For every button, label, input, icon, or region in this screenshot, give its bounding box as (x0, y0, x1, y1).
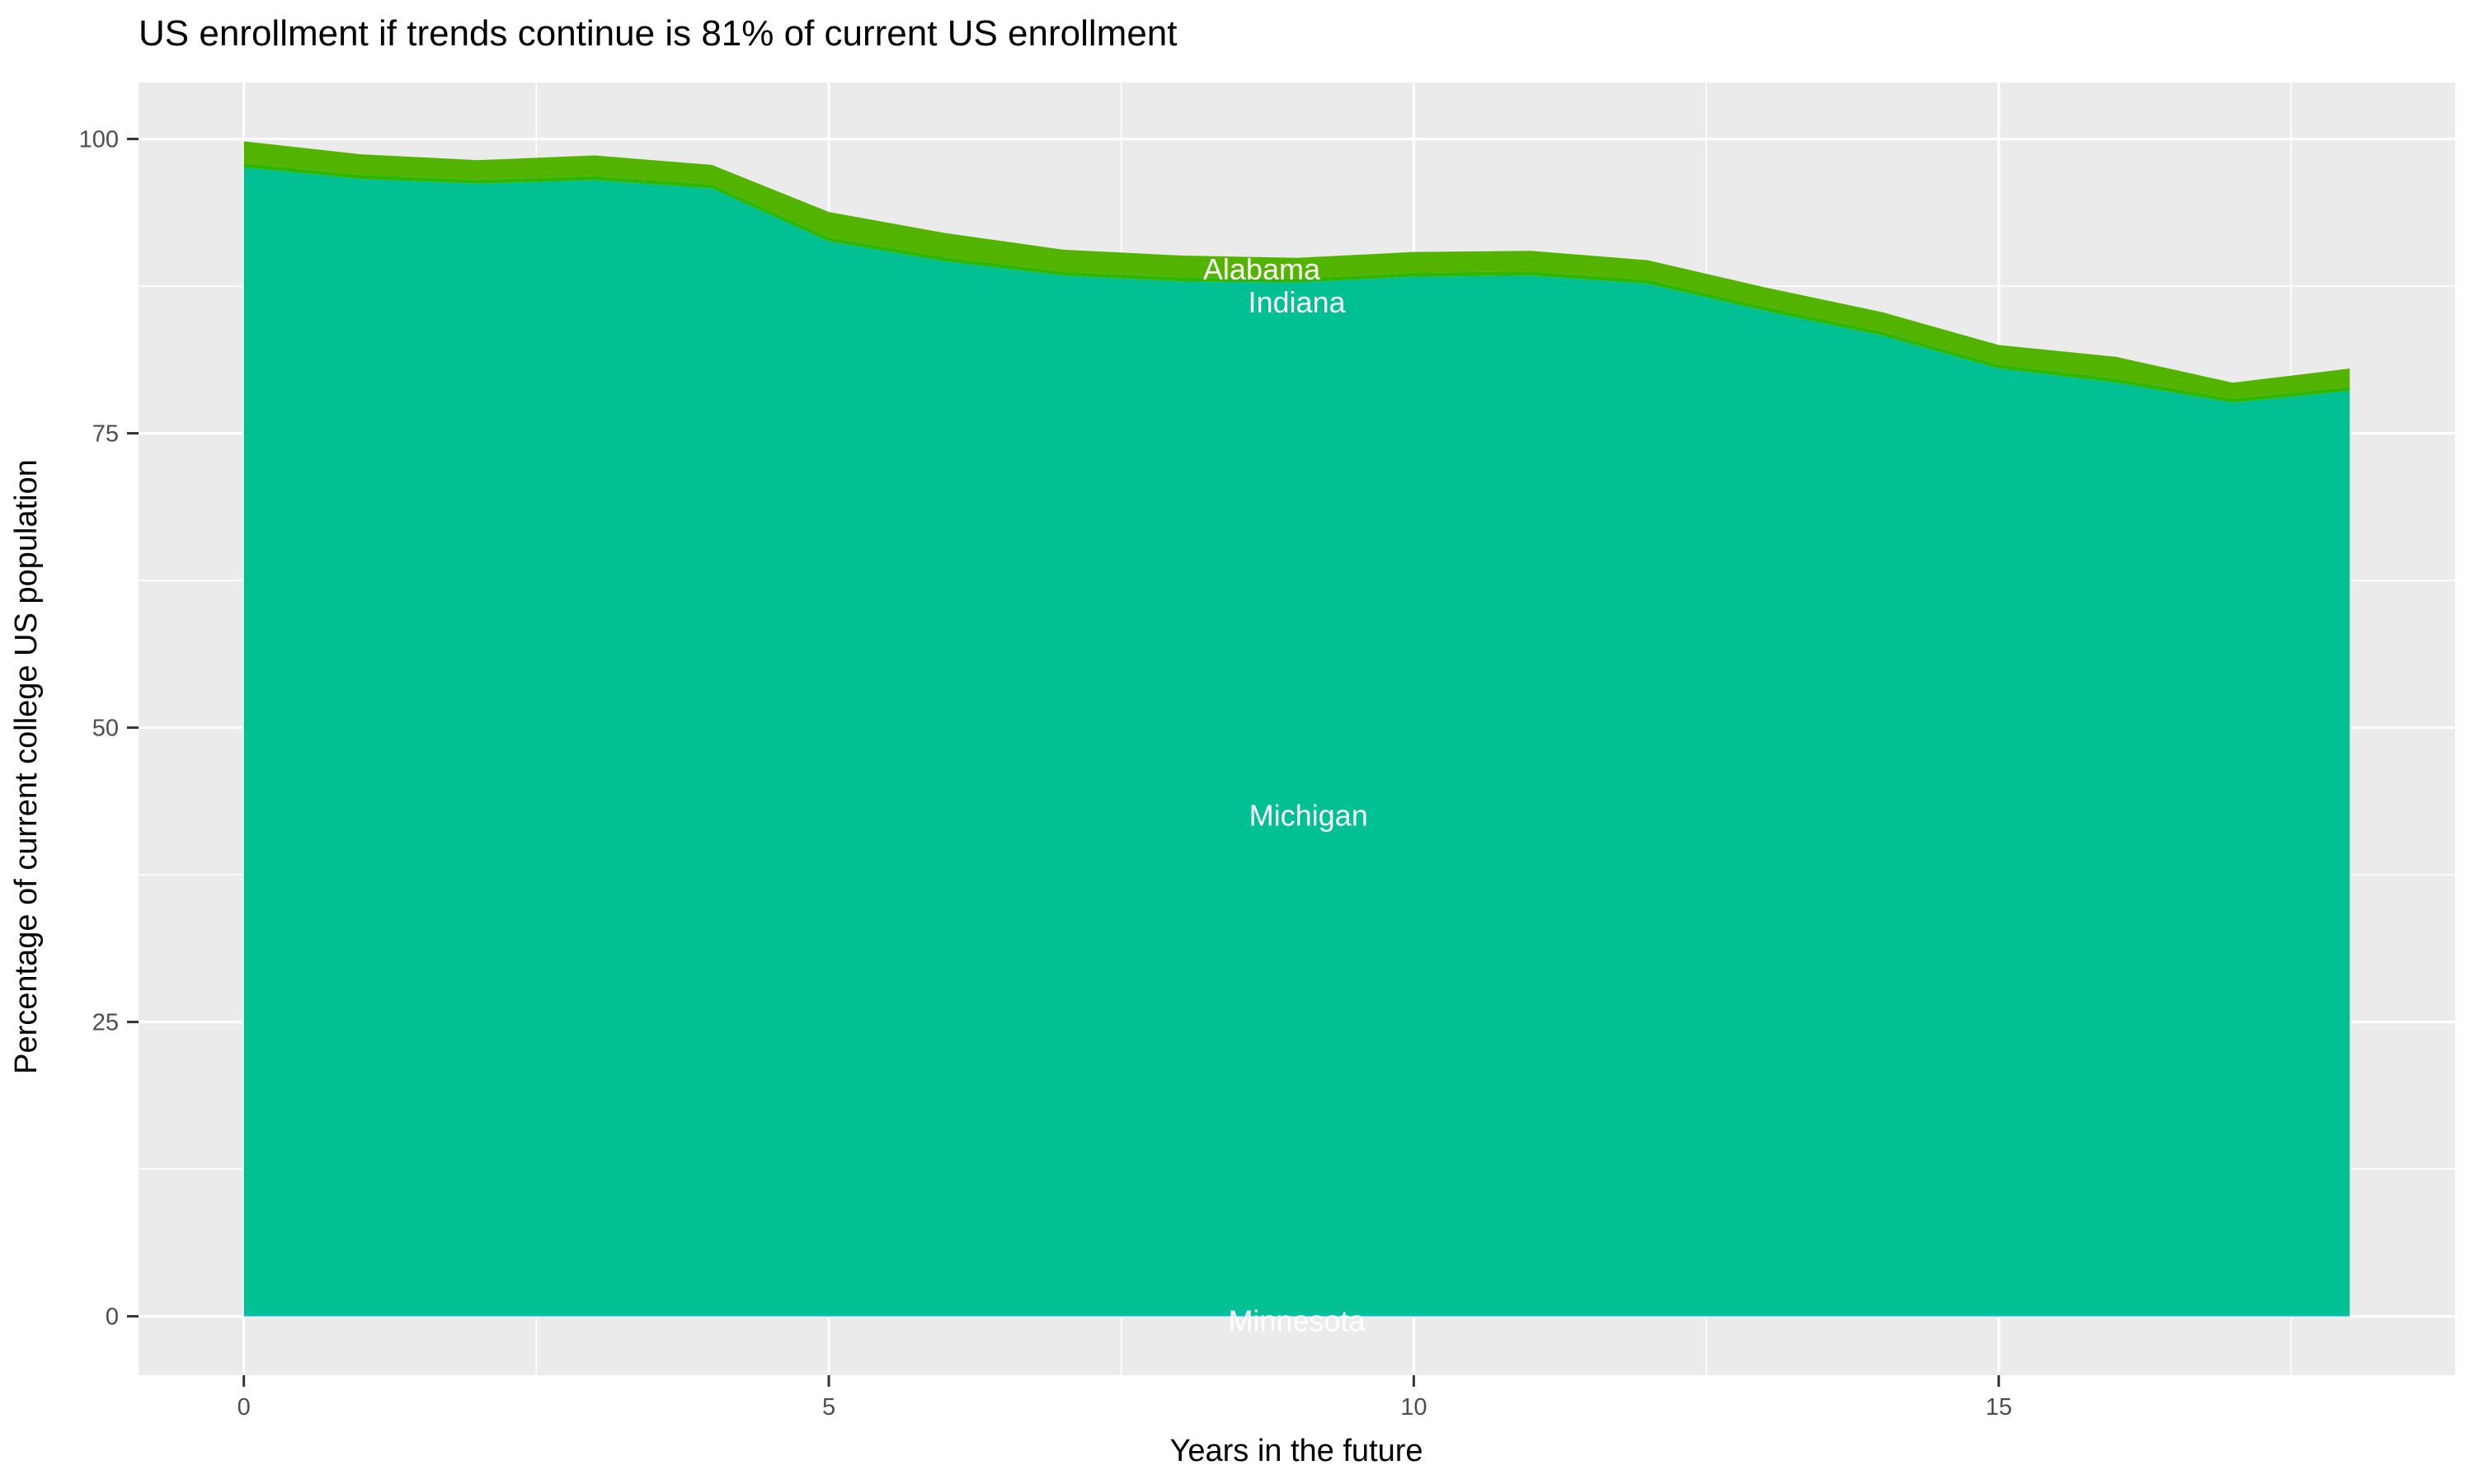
area-band-michigan (243, 167, 2350, 1315)
y-tick-label: 25 (92, 1010, 119, 1036)
area-label-minnesota: Minnesota (1228, 1303, 1366, 1337)
y-tick-label: 0 (106, 1304, 119, 1331)
area-label-alabama: Alabama (1203, 252, 1321, 286)
area-label-indiana: Indiana (1248, 285, 1346, 319)
area-band-minnesota (243, 1314, 2350, 1317)
y-tick-label: 100 (79, 127, 119, 153)
x-tick-label: 15 (1986, 1394, 2012, 1421)
area-band-alabama (243, 141, 2350, 399)
x-tick-label: 10 (1400, 1394, 1427, 1421)
plot-title: US enrollment if trends continue is 81% … (139, 13, 1177, 54)
x-axis-title: Years in the future (1169, 1434, 1423, 1468)
area-label-michigan: Michigan (1249, 799, 1368, 833)
y-tick-label: 75 (92, 421, 119, 448)
y-tick-label: 50 (92, 716, 119, 742)
x-tick-label: 5 (822, 1394, 835, 1421)
y-axis-title: Percentage of current college US populat… (9, 459, 44, 1074)
x-tick-label: 0 (238, 1394, 251, 1421)
